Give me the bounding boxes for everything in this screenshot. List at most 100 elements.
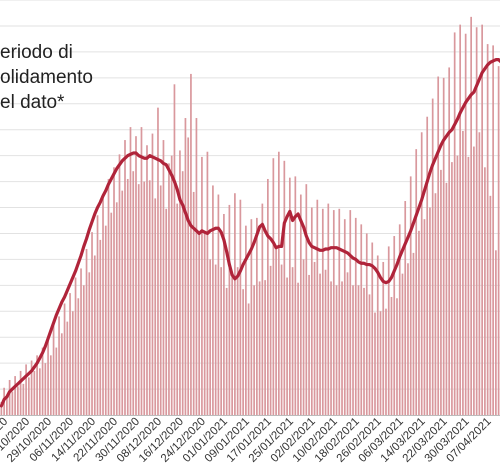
bar [360,224,363,415]
bar [354,217,357,416]
bar [124,140,126,415]
bar [44,363,47,416]
bar [47,337,49,415]
bar [442,77,445,415]
bar [165,208,168,415]
bar [60,333,63,415]
bar [170,155,173,416]
bar [423,219,426,415]
bar [363,287,365,415]
bar [319,273,321,415]
bar [80,268,82,415]
bar [14,376,16,415]
bar [225,287,228,415]
bar [376,255,379,415]
bar [33,370,36,415]
bar [184,118,187,416]
bar [338,208,341,415]
bar [137,184,140,415]
bar [203,233,206,415]
bar [453,32,456,416]
bar [176,203,179,415]
bar [393,236,396,415]
bar [195,118,198,416]
bar [429,207,431,415]
bar [71,311,74,415]
bar [467,156,470,416]
bar [242,289,244,415]
bar [55,347,58,415]
bar [220,267,222,415]
bar [82,285,85,415]
bar [434,193,437,415]
bar [280,264,283,415]
bar [470,16,472,416]
bar [0,402,3,415]
bar [236,267,239,415]
bar [129,127,132,415]
bar [140,127,143,415]
bar [223,213,225,415]
bar [19,370,22,415]
x-axis: 13/10/202021/10/202029/10/202006/11/2020… [0,415,500,465]
bar [209,259,212,416]
bar [418,230,420,415]
bar [489,195,492,415]
bar [316,199,319,415]
bar [445,182,448,415]
bar [212,185,214,415]
bar [269,265,272,415]
annotation-line-1: eriodo di [0,42,73,63]
bar [22,383,25,416]
bar [352,285,354,415]
bar [228,204,231,415]
bar [407,263,409,415]
bar [404,201,407,415]
bar [8,379,11,415]
bar [385,308,387,415]
bar [346,272,349,415]
bar [148,180,151,415]
bar [398,224,401,415]
bar [247,303,250,415]
bar [69,293,71,415]
bar [330,281,332,415]
bar [473,146,475,416]
bar [93,255,96,415]
bar [113,167,115,415]
bar [486,44,489,416]
bar [302,259,305,416]
bar [283,160,286,415]
bar [253,285,255,415]
bar [401,273,404,415]
bar [495,250,497,415]
bar [121,190,124,415]
bar [49,355,52,415]
bar [415,149,418,415]
bar [234,193,236,415]
moving-average-line [0,58,500,408]
bar [162,140,165,415]
bar [38,368,41,415]
bar [365,233,368,415]
bar [173,84,176,416]
bar [420,132,423,415]
bar [217,194,220,415]
bar [327,203,330,415]
bar [115,202,118,415]
bar [431,98,434,415]
bar [85,249,88,415]
bar [462,130,464,416]
bar [168,163,170,415]
bar [179,150,181,415]
bar [267,178,269,415]
bar [6,396,8,415]
bar [88,272,91,415]
bar [190,73,192,416]
bar [481,24,483,415]
bar [382,261,385,415]
bar [143,181,146,415]
bar [396,298,398,415]
annotation-note: eriodo di olidamento el dato* [0,40,130,115]
bar [25,364,27,415]
